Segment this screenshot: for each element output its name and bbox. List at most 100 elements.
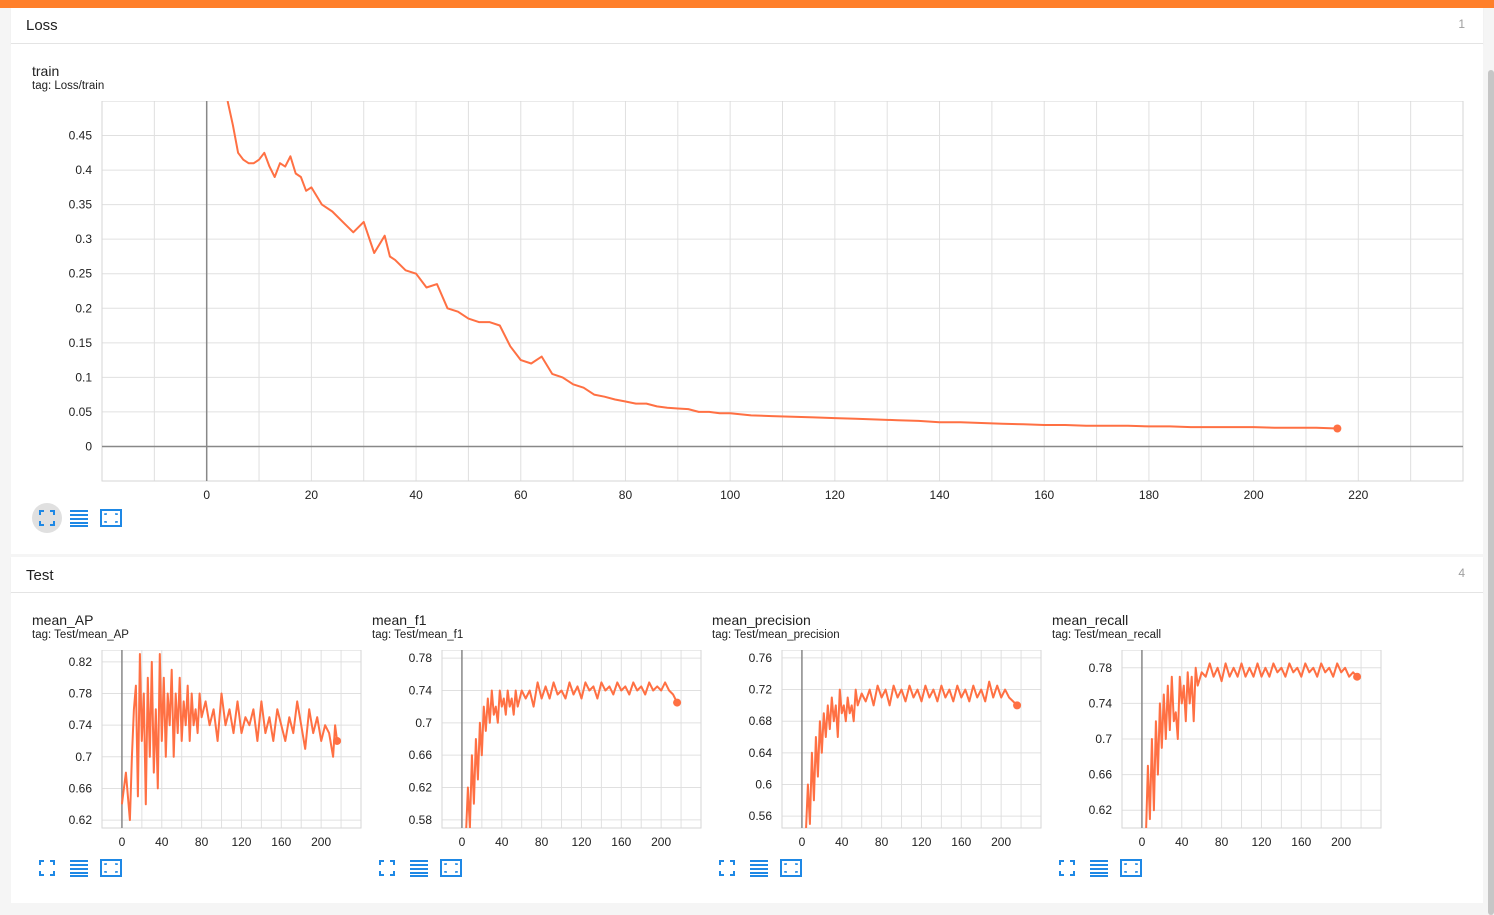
chart-card-mean-f1: mean_f1 tag: Test/mean_f1 0 40 80 120 160 200…: [372, 612, 707, 892]
x-tick-label: 20: [305, 488, 319, 501]
x-tick-label: 220: [1348, 488, 1368, 501]
last-point-marker: [1353, 672, 1362, 681]
y-tick-label: 0.1: [75, 370, 92, 384]
expand-button[interactable]: [436, 853, 466, 883]
expand-icon: [1120, 859, 1142, 877]
expand-button[interactable]: [96, 503, 126, 533]
series-line: [1145, 662, 1358, 828]
section-header-loss[interactable]: Loss 1: [11, 8, 1483, 44]
last-point-marker: [1013, 701, 1022, 710]
chart-title: train: [32, 63, 60, 79]
x-tick-label: 0: [459, 835, 466, 849]
x-tick-label: 80: [1215, 835, 1229, 849]
expand-button[interactable]: [1116, 853, 1146, 883]
x-tick-label: 80: [535, 835, 549, 849]
y-tick-label: 0.78: [409, 651, 433, 665]
last-point-marker: [673, 698, 682, 707]
data-table-button[interactable]: [744, 853, 774, 883]
x-tick-label: 40: [835, 835, 849, 849]
x-tick-label: 160: [1291, 835, 1311, 849]
section-title: Test: [26, 567, 54, 584]
x-tick-label: 40: [495, 835, 509, 849]
fit-domain-button[interactable]: [372, 853, 402, 883]
y-tick-label: 0.7: [75, 750, 92, 764]
fit-domain-button[interactable]: [32, 503, 62, 533]
fit-domain-button[interactable]: [1052, 853, 1082, 883]
y-tick-label: 0.58: [409, 813, 433, 827]
y-tick-label: 0.05: [69, 405, 93, 419]
y-tick-label: 0.68: [749, 714, 773, 728]
chart-card-train: train tag: Loss/train 0 20 40 60 80 100 120 140…: [32, 63, 1472, 543]
chart-card-mean-ap: mean_AP tag: Test/mean_AP 0 40 80 120 160 200…: [32, 612, 367, 892]
data-table-button[interactable]: [1084, 853, 1114, 883]
x-tick-label: 160: [611, 835, 631, 849]
x-tick-label: 120: [231, 835, 251, 849]
plot-frame: [1121, 650, 1382, 829]
page-scrollbar[interactable]: [1488, 70, 1494, 915]
expand-icon: [780, 859, 802, 877]
expand-button[interactable]: [96, 853, 126, 883]
x-tick-label: 120: [825, 488, 845, 501]
series-line: [226, 101, 1338, 430]
mean-f1-chart[interactable]: 0 40 80 120 160 200 0.58 0.62 0.66 0.7 0.74 0.78: [372, 650, 707, 850]
chart-title: mean_AP: [32, 612, 94, 628]
x-tick-label: 0: [119, 835, 126, 849]
x-tick-label: 100: [720, 488, 740, 501]
plot-frame: [441, 650, 702, 829]
y-tick-label: 0.2: [75, 301, 92, 315]
data-table-button[interactable]: [64, 853, 94, 883]
y-tick-label: 0.76: [749, 651, 773, 665]
y-tick-label: 0.66: [69, 781, 93, 795]
last-point-marker: [333, 736, 342, 745]
fit-domain-button[interactable]: [712, 853, 742, 883]
y-tick-label: 0.3: [75, 232, 92, 246]
x-tick-label: 160: [1034, 488, 1054, 501]
top-accent-bar: [0, 0, 1494, 8]
data-table-button[interactable]: [404, 853, 434, 883]
section-body-loss: train tag: Loss/train 0 20 40 60 80 100 120 140…: [11, 44, 1483, 554]
chart-card-mean-precision: mean_precision tag: Test/mean_precision …: [712, 612, 1047, 892]
y-tick-label: 0.7: [415, 716, 432, 730]
x-tick-label: 120: [911, 835, 931, 849]
y-tick-label: 0.56: [749, 809, 773, 823]
x-tick-label: 200: [1244, 488, 1264, 501]
y-tick-label: 0.62: [1089, 803, 1113, 817]
data-table-icon: [750, 860, 768, 877]
chart-title: mean_precision: [712, 612, 811, 628]
x-tick-label: 40: [1175, 835, 1189, 849]
y-tick-label: 0.66: [409, 748, 433, 762]
expand-icon: [440, 859, 462, 877]
section-count: 4: [1458, 566, 1465, 580]
x-tick-label: 200: [651, 835, 671, 849]
y-tick-label: 0.74: [1089, 696, 1113, 710]
x-tick-label: 200: [311, 835, 331, 849]
y-tick-label: 0.74: [409, 683, 433, 697]
x-tick-label: 180: [1139, 488, 1159, 501]
x-tick-label: 200: [991, 835, 1011, 849]
loss-chart[interactable]: 0 20 40 60 80 100 120 140 160 180 200 220 0 0.05 0.1 0.…: [32, 101, 1472, 501]
y-tick-label: 0: [85, 439, 92, 453]
fit-domain-icon: [39, 860, 55, 876]
mean-recall-chart[interactable]: 0 40 80 120 160 200 0.62 0.66 0.7 0.74 0.78: [1052, 650, 1387, 850]
data-table-icon: [70, 510, 88, 527]
mean-precision-chart[interactable]: 0 40 80 120 160 200 0.56 0.6 0.64 0.68 0.72 0.76: [712, 650, 1047, 850]
section-header-test[interactable]: Test 4: [11, 557, 1483, 593]
data-table-button[interactable]: [64, 503, 94, 533]
plot-frame: [781, 650, 1042, 829]
chart-tag: tag: Test/mean_AP: [32, 629, 129, 641]
x-tick-label: 0: [799, 835, 806, 849]
x-tick-label: 60: [514, 488, 528, 501]
chart-title: mean_f1: [372, 612, 427, 628]
y-tick-label: 0.82: [69, 655, 93, 669]
expand-button[interactable]: [776, 853, 806, 883]
fit-domain-icon: [719, 860, 735, 876]
y-tick-label: 0.78: [69, 687, 93, 701]
x-tick-label: 160: [271, 835, 291, 849]
section-body-test: mean_AP tag: Test/mean_AP 0 40 80 120 160 200…: [11, 593, 1483, 903]
x-tick-label: 0: [203, 488, 210, 501]
mean-ap-chart[interactable]: 0 40 80 120 160 200 0.62 0.66 0.7 0.74 0.78 0.82: [32, 650, 367, 850]
x-tick-label: 80: [875, 835, 889, 849]
x-tick-label: 200: [1331, 835, 1351, 849]
fit-domain-button[interactable]: [32, 853, 62, 883]
y-tick-label: 0.66: [1089, 768, 1113, 782]
